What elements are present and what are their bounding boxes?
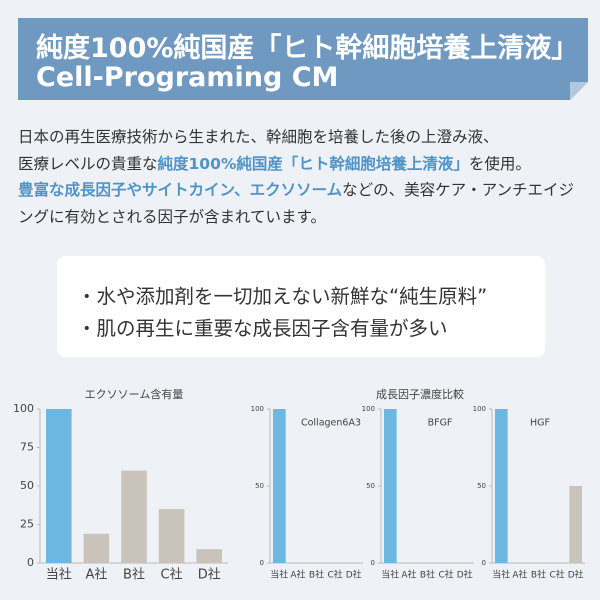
x-tick-label: A社 xyxy=(512,569,527,581)
y-tick-label: 100 xyxy=(13,402,34,415)
x-tick-label: B社 xyxy=(531,569,546,581)
x-tick-label: 当社 xyxy=(270,569,288,581)
chart-title: Collagen6A3 xyxy=(301,418,361,429)
y-tick-label: 50 xyxy=(366,482,375,490)
y-tick-label: 50 xyxy=(477,482,486,490)
text-segment: 日本の再生医療技術から生まれた、幹細胞を培養した後の上澄み液、 xyxy=(18,128,499,146)
subtitle: Cell-Programing CM xyxy=(36,62,339,93)
bar xyxy=(46,409,72,563)
y-tick-label: 75 xyxy=(20,441,34,454)
x-tick-label: B社 xyxy=(309,569,324,581)
y-tick-label: 25 xyxy=(20,518,34,531)
bar xyxy=(383,409,397,563)
feature-point: ・水や添加剤を一切加えない新鮮な“純生原料” xyxy=(77,285,488,308)
x-tick-label: A社 xyxy=(401,569,416,581)
bar xyxy=(272,409,286,563)
chart-group-title: 成長因子濃度比較 xyxy=(376,387,464,401)
description: 日本の再生医療技術から生まれた、幹細胞を培養した後の上澄み液、 医療レベルの貴重な… xyxy=(18,124,588,230)
x-tick-label: D社 xyxy=(198,567,221,583)
x-tick-label: D社 xyxy=(346,569,362,581)
x-tick-label: 当社 xyxy=(46,567,72,583)
title: 純度100%純国産「ヒト幹細胞培養上清液」 xyxy=(36,33,579,64)
x-tick-label: C社 xyxy=(438,569,453,581)
x-tick-label: A社 xyxy=(85,567,107,583)
y-tick-label: 50 xyxy=(20,479,34,492)
bar xyxy=(494,409,508,563)
y-tick-label: 0 xyxy=(371,559,375,567)
y-tick-label: 100 xyxy=(362,405,375,413)
text-segment: 純度100%純国産「ヒト幹細胞培養上清液」 xyxy=(157,154,469,173)
text-segment: などの、美容ケア・アンチエイジングに有効とされる因子が含まれています。 xyxy=(18,181,574,226)
bar xyxy=(196,549,222,563)
y-tick-label: 100 xyxy=(251,405,264,413)
y-tick-label: 50 xyxy=(255,482,264,490)
chart-title: エクソソーム含有量 xyxy=(85,387,184,401)
x-tick-label: A社 xyxy=(290,569,305,581)
chart-title: HGF xyxy=(530,418,550,429)
x-tick-label: D社 xyxy=(457,569,473,581)
bar xyxy=(569,486,583,563)
x-tick-label: C社 xyxy=(161,567,183,583)
x-tick-label: B社 xyxy=(420,569,435,581)
y-tick-label: 0 xyxy=(260,559,264,567)
header-banner xyxy=(18,18,588,100)
text-segment: を使用。 xyxy=(468,154,531,173)
x-tick-label: 当社 xyxy=(492,569,510,581)
bar xyxy=(121,470,147,563)
bar xyxy=(83,533,110,563)
chart-title: BFGF xyxy=(428,418,453,429)
text-segment: 豊富な成長因子やサイトカイン、エクソソーム xyxy=(18,181,343,199)
x-tick-label: D社 xyxy=(568,569,584,581)
y-tick-label: 0 xyxy=(482,559,486,567)
text-segment: 医療レベルの貴重な xyxy=(18,154,158,173)
banner-shape xyxy=(18,18,588,100)
bar xyxy=(158,509,185,563)
y-tick-label: 100 xyxy=(473,405,486,413)
x-tick-label: C社 xyxy=(327,569,342,581)
x-tick-label: B社 xyxy=(123,567,145,583)
feature-point: ・肌の再生に重要な成長因子含有量が多い xyxy=(77,317,448,340)
banner-fold xyxy=(570,82,588,100)
y-tick-label: 0 xyxy=(27,556,34,569)
x-tick-label: C社 xyxy=(549,569,564,581)
feature-box: ・水や添加剤を一切加えない新鮮な“純生原料” ・肌の再生に重要な成長因子含有量が… xyxy=(57,256,545,357)
x-tick-label: 当社 xyxy=(381,569,399,581)
